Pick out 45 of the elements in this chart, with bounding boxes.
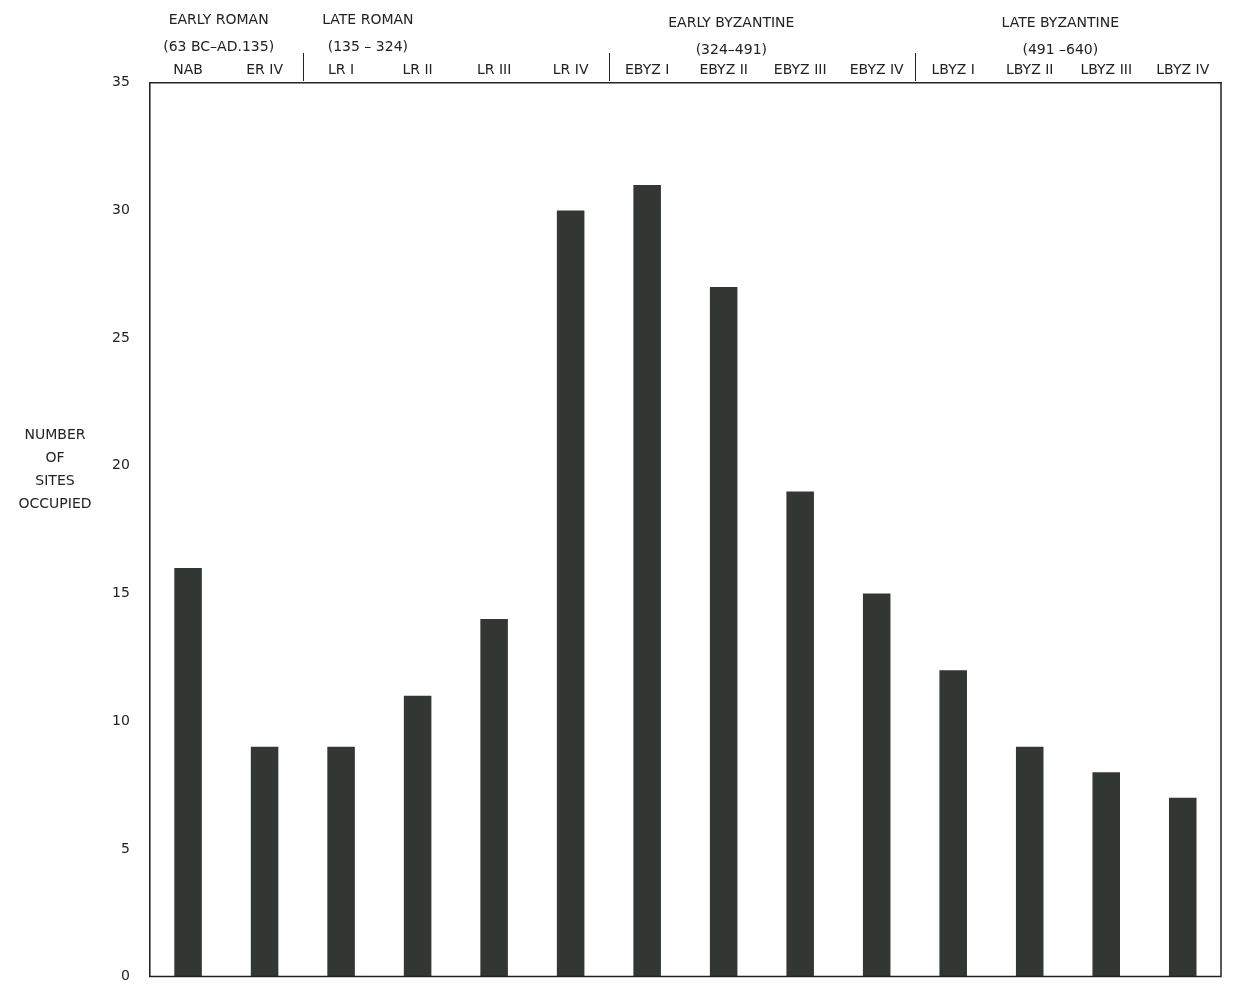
bar	[939, 670, 967, 977]
bar	[709, 287, 738, 977]
x-tick-label: LR II	[402, 61, 433, 78]
y-tick-label: 10	[111, 711, 130, 728]
text: EARLY ROMAN	[168, 10, 269, 27]
text: EARLY BYZANTINE	[668, 13, 795, 30]
y-tick-label: 15	[111, 584, 130, 601]
x-tick-label: LBYZ I	[931, 61, 975, 78]
y-tick-label: 30	[111, 201, 130, 218]
x-tick-label: NAB	[173, 61, 203, 78]
text: (491 –640)	[1022, 40, 1099, 57]
y-axis-title: NUMBER OF SITES OCCUPIED	[18, 425, 92, 511]
y-tick-label: 0	[120, 967, 130, 984]
x-tick-label: LBYZ II	[1005, 61, 1054, 78]
text: (63 BC–AD.135)	[163, 37, 275, 54]
y-tick-label: 5	[120, 839, 130, 856]
bar	[403, 695, 432, 977]
bar	[250, 746, 279, 977]
bar	[1092, 772, 1120, 977]
text: (324–491)	[695, 40, 767, 57]
bar	[480, 619, 508, 977]
text: LATE BYZANTINE	[1001, 13, 1120, 30]
bar	[1015, 746, 1044, 977]
x-tick-label: EBYZ III	[773, 61, 827, 78]
bar	[1168, 797, 1197, 977]
bar	[633, 184, 661, 977]
x-tick-label: LR I	[328, 61, 355, 78]
x-tick-label: LR III	[476, 61, 512, 78]
x-tick-label: EBYZ II	[699, 61, 748, 78]
bar	[786, 491, 814, 977]
x-tick-label: ER IV	[246, 61, 284, 78]
y-tick-label: 25	[111, 328, 130, 345]
bar	[862, 593, 891, 977]
x-tick-label: LBYZ III	[1080, 61, 1133, 78]
y-tick-label: 20	[111, 456, 130, 473]
x-tick-label: EBYZ IV	[849, 61, 905, 78]
x-tick-label: EBYZ I	[624, 61, 670, 78]
x-tick-label: LR IV	[552, 61, 589, 78]
bar	[327, 746, 355, 977]
x-tick-label: LBYZ IV	[1156, 61, 1210, 78]
text: LATE ROMAN	[322, 10, 414, 27]
bar	[174, 568, 202, 977]
y-tick-label: 35	[111, 73, 130, 90]
text: (135 – 324)	[327, 37, 409, 54]
bar	[556, 210, 585, 977]
